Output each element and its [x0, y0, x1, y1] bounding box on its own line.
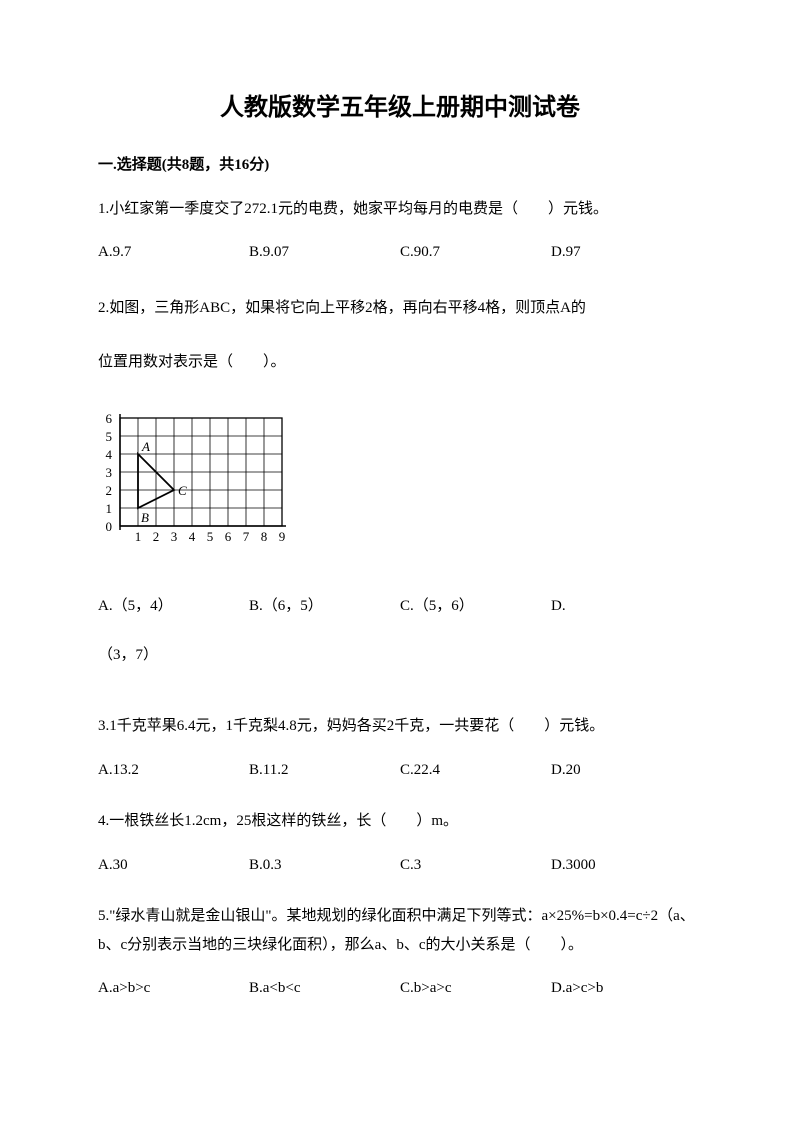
svg-text:4: 4 — [106, 447, 113, 462]
svg-text:5: 5 — [207, 529, 214, 544]
q4-text: 4.一根铁丝长1.2cm，25根这样的铁丝，长（ ）m。 — [98, 807, 702, 836]
svg-text:7: 7 — [243, 529, 250, 544]
svg-text:9: 9 — [279, 529, 286, 544]
q1-opt-a: A.9.7 — [98, 241, 249, 264]
svg-text:5: 5 — [106, 429, 113, 444]
triangle-grid-svg: 1234567890123456ABC — [98, 398, 293, 558]
svg-text:6: 6 — [225, 529, 232, 544]
svg-text:8: 8 — [261, 529, 268, 544]
q1-options: A.9.7 B.9.07 C.90.7 D.97 — [98, 241, 702, 264]
q5-opt-a: A.a>b>c — [98, 977, 249, 1000]
q1-opt-d: D.97 — [551, 241, 702, 264]
q1-opt-c: C.90.7 — [400, 241, 551, 264]
q4-opt-a: A.30 — [98, 854, 249, 877]
q5-opt-c: C.b>a>c — [400, 977, 551, 1000]
svg-text:2: 2 — [153, 529, 160, 544]
svg-text:6: 6 — [106, 411, 113, 426]
q1-opt-b: B.9.07 — [249, 241, 400, 264]
q3-opt-d: D.20 — [551, 759, 702, 782]
q3-opt-b: B.11.2 — [249, 759, 400, 782]
q2-line1: 2.如图，三角形ABC，如果将它向上平移2格，再向右平移4格，则顶点A的 — [98, 290, 702, 326]
q2-opt-b: B.（6，5） — [249, 595, 400, 618]
page-title: 人教版数学五年级上册期中测试卷 — [98, 90, 702, 126]
q3-opt-c: C.22.4 — [400, 759, 551, 782]
q5-opt-b: B.a<b<c — [249, 977, 400, 1000]
q2-opt-a: A.（5，4） — [98, 595, 249, 618]
q2-opt-d2: （3，7） — [98, 644, 702, 667]
q5-options: A.a>b>c B.a<b<c C.b>a>c D.a>c>b — [98, 977, 702, 1000]
svg-text:B: B — [141, 510, 149, 525]
svg-text:0: 0 — [106, 519, 113, 534]
q3-text: 3.1千克苹果6.4元，1千克梨4.8元，妈妈各买2千克，一共要花（ ）元钱。 — [98, 712, 702, 741]
q2-figure: 1234567890123456ABC — [98, 398, 702, 566]
q5-text: 5."绿水青山就是金山银山"。某地规划的绿化面积中满足下列等式：a×25%=b×… — [98, 902, 702, 959]
q2-opt-d: D. — [551, 595, 702, 618]
q2-options: A.（5，4） B.（6，5） C.（5，6） D. — [98, 595, 702, 618]
svg-text:3: 3 — [171, 529, 178, 544]
svg-text:C: C — [178, 483, 187, 498]
svg-text:2: 2 — [106, 483, 113, 498]
section-heading: 一.选择题(共8题，共16分) — [98, 154, 702, 177]
q5-opt-d: D.a>c>b — [551, 977, 702, 1000]
q4-opt-b: B.0.3 — [249, 854, 400, 877]
q3-opt-a: A.13.2 — [98, 759, 249, 782]
q2-opt-c: C.（5，6） — [400, 595, 551, 618]
svg-text:3: 3 — [106, 465, 113, 480]
svg-text:A: A — [141, 439, 150, 454]
q1-text: 1.小红家第一季度交了272.1元的电费，她家平均每月的电费是（ ）元钱。 — [98, 195, 702, 224]
svg-text:1: 1 — [106, 501, 113, 516]
q4-options: A.30 B.0.3 C.3 D.3000 — [98, 854, 702, 877]
q3-options: A.13.2 B.11.2 C.22.4 D.20 — [98, 759, 702, 782]
q2-line2: 位置用数对表示是（ ）。 — [98, 344, 702, 380]
q4-opt-c: C.3 — [400, 854, 551, 877]
svg-text:4: 4 — [189, 529, 196, 544]
svg-text:1: 1 — [135, 529, 142, 544]
q4-opt-d: D.3000 — [551, 854, 702, 877]
